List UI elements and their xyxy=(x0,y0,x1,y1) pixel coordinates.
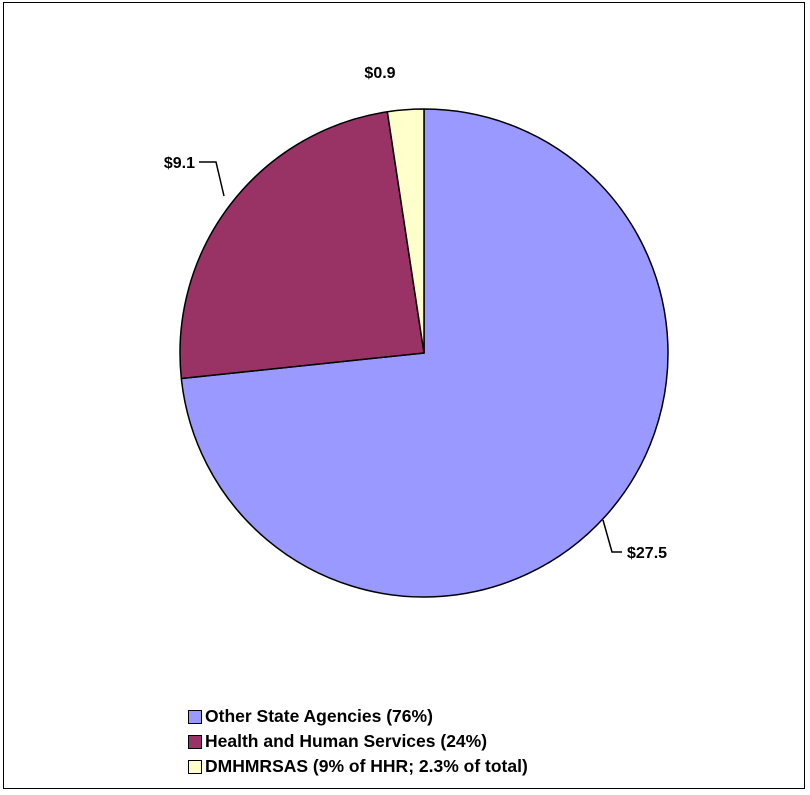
data-label: $0.9 xyxy=(364,65,395,82)
legend-label: Other State Agencies (76%) xyxy=(205,706,433,726)
legend-swatch xyxy=(188,759,202,774)
legend-label: Health and Human Services (24%) xyxy=(205,731,488,751)
data-label: $27.5 xyxy=(627,545,667,562)
legend-swatch xyxy=(188,709,202,724)
legend-item: Health and Human Services (24%) xyxy=(188,729,528,754)
data-label: $9.1 xyxy=(164,155,195,172)
legend: Other State Agencies (76%) Health and Hu… xyxy=(188,704,528,779)
pie-slice xyxy=(179,111,425,380)
pie-slice xyxy=(386,108,425,354)
legend-swatch xyxy=(188,734,202,749)
leader-line xyxy=(602,519,622,553)
leader-line xyxy=(199,161,225,197)
legend-item: Other State Agencies (76%) xyxy=(188,704,528,729)
legend-label: DMHMRSAS (9% of HHR; 2.3% of total) xyxy=(205,756,528,776)
legend-item: DMHMRSAS (9% of HHR; 2.3% of total) xyxy=(188,754,528,779)
